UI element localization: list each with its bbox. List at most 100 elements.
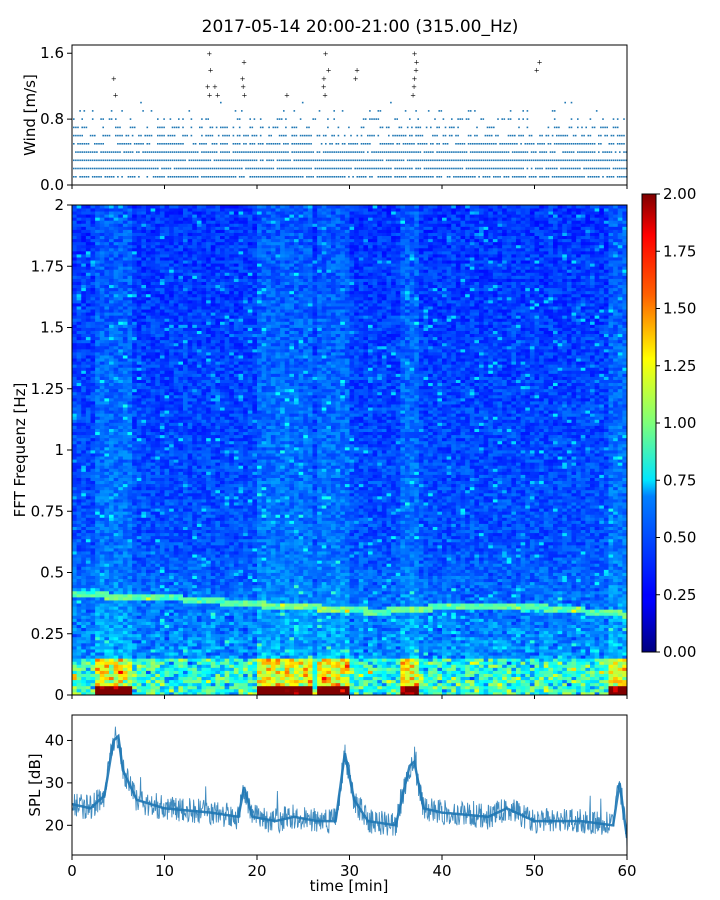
wind-point [339,159,342,162]
spectrogram-cell [150,355,156,359]
spectrogram-cell [141,260,147,264]
wind-point [394,159,396,162]
spectrogram-cell [155,492,161,497]
spectrogram-cell [136,526,142,531]
spectrogram-cell [150,208,156,212]
wind-point [528,176,531,178]
spectrogram-cell [85,205,91,209]
spectrogram-cell [146,318,152,322]
wind-point [514,151,516,153]
spectrogram-cell [99,667,105,671]
spectrogram-cell [81,456,87,460]
wind-point [373,167,375,170]
spectrogram-cell [155,385,161,390]
spectrogram-cell [159,217,165,221]
spectrogram-cell [113,471,119,475]
wind-point: + [537,59,543,67]
spectrogram-cell [95,250,101,255]
spectrogram-cell [99,385,105,390]
spectrogram-cell [113,486,119,491]
spectrogram-cell [90,404,96,408]
wind-point [367,167,369,170]
spectrogram-cell [146,578,152,583]
spectrogram-cell [95,342,101,347]
spectrogram-cell [141,676,147,681]
wind-point [465,159,468,162]
spectrogram-cell [109,229,115,233]
wind-point [474,151,476,153]
spectrogram-cell [104,296,110,301]
spectrogram-cell [81,627,87,632]
spectrogram-cell [127,416,133,420]
spectrogram-cell [127,691,133,695]
spectrogram-cell [150,465,156,469]
spectrogram-cell [104,339,110,344]
wind-point [205,134,207,137]
spectrogram-cell [81,587,87,592]
spectrogram-cell [150,352,156,356]
wind-point [453,151,455,153]
wind-point: + [205,83,211,91]
spectrogram-cell [159,401,165,405]
spectrogram-cell [95,315,101,319]
spectrogram-cell [150,446,156,451]
spectrogram-cell [146,685,152,690]
spectrogram-cell [81,673,87,678]
spectrogram-cell [164,557,170,561]
wind-point [220,126,222,129]
spectrogram-cell [99,281,105,286]
spectrogram-cell [146,538,152,543]
spectrogram-cell [127,217,133,221]
spectrogram-cell [118,566,124,570]
spectrogram-cell [95,333,101,338]
wind-point [140,167,142,170]
spectrogram-cell [118,474,124,478]
wind-point [568,151,571,153]
wind-point [173,126,176,129]
spectrogram-cell [113,658,119,662]
spectrogram-cell [127,422,133,426]
spectrogram-cell [150,404,156,408]
spectrogram-cell [95,554,101,558]
spectrogram-cell [141,499,147,503]
spectrogram-cell [81,557,87,561]
spectrogram-cell [72,676,78,681]
wind-point [285,151,287,153]
spectrogram-cell [90,664,96,668]
spectrogram-cell [155,238,161,243]
wind-point [400,167,403,170]
spectrogram-cell [104,266,110,270]
wind-point [329,151,331,153]
spectrogram-cell [136,517,142,521]
spectrogram-cell [164,639,170,644]
wind-point [253,143,256,145]
wind-point [146,176,149,178]
wind-point [621,176,623,178]
spectrogram-cell [104,281,110,286]
wind-point: + [207,91,213,99]
spectrogram-cell [132,324,138,328]
spectrogram-cell [81,330,87,335]
spectrogram-cell [150,679,156,684]
spectrogram-cell [113,413,119,417]
spectrogram-cell [113,254,119,258]
spectrogram-cell [141,652,147,656]
wind-point [553,126,556,129]
wind-point [511,176,514,178]
wind-point [325,159,327,162]
wind-point [593,176,596,178]
spectrogram-cell [122,269,128,273]
spectrogram-cell [72,401,78,405]
spectrogram-cell [99,379,105,384]
spectrogram-cell [136,456,142,460]
wind-point [524,143,527,145]
wind-point [100,176,102,178]
wind-point [556,167,558,170]
spectrogram-cell [104,345,110,350]
spectrogram-cell [104,557,110,561]
wind-point [369,167,371,170]
spectrogram-cell [95,587,101,592]
spectrogram-cell [76,376,82,380]
spectrogram-cell [136,223,142,227]
wind-point [276,176,279,178]
